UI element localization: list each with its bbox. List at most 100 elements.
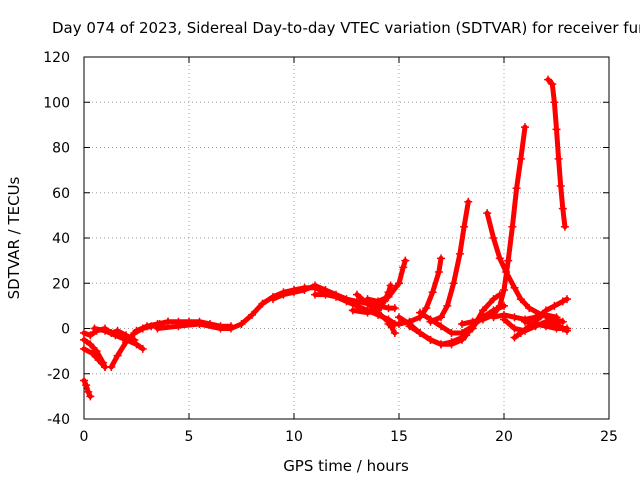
data-point-marker: [554, 154, 563, 163]
x-tick-label: 15: [390, 429, 408, 445]
data-point-marker: [460, 222, 469, 231]
data-point-marker: [88, 349, 97, 358]
data-point-marker: [560, 222, 569, 231]
data-point-marker: [428, 288, 437, 297]
data-point-marker: [437, 322, 445, 331]
data-point-marker: [542, 322, 550, 331]
data-point-marker: [86, 331, 95, 340]
data-point-marker: [80, 376, 88, 385]
data-point-marker: [489, 313, 498, 322]
series-arc-12: [363, 256, 410, 306]
data-point-marker: [544, 75, 553, 84]
data-point-marker: [90, 324, 99, 333]
data-point-marker: [269, 295, 277, 304]
data-point-marker: [363, 295, 372, 304]
data-point-marker: [390, 304, 399, 313]
series-arc-04: [80, 344, 109, 371]
data-point-marker: [558, 204, 567, 213]
data-point-marker: [107, 362, 116, 371]
x-axis-label: GPS time / hours: [283, 457, 409, 475]
data-point-marker: [395, 319, 403, 328]
data-point-marker: [80, 329, 88, 338]
data-point-marker: [132, 340, 141, 349]
y-tick-label: 80: [52, 141, 70, 157]
chart-title: Day 074 of 2023, Sidereal Day-to-day VTE…: [52, 19, 640, 37]
data-point-marker: [483, 209, 492, 218]
axis-ticks: 0 5 10 15 20 25 -40 -20 0 20 40 60 80 100 120: [43, 50, 618, 445]
series-arc-18: [426, 197, 473, 326]
y-axis-label: SDTVAR / TECUs: [5, 176, 23, 299]
data-point-marker: [84, 387, 93, 396]
y-tick-label: -40: [47, 412, 70, 428]
data-point-marker: [500, 286, 508, 295]
x-tick-label: 20: [495, 429, 513, 445]
data-point-marker: [552, 313, 561, 322]
data-point-marker: [495, 254, 504, 263]
series-arc-13: [348, 281, 395, 317]
data-point-marker: [426, 335, 435, 344]
data-point-marker: [101, 326, 109, 335]
x-tick-label: 0: [80, 429, 89, 445]
data-point-marker: [510, 313, 519, 322]
data-point-marker: [290, 288, 298, 297]
x-tick-label: 25: [600, 429, 618, 445]
data-point-marker: [195, 319, 204, 328]
data-point-marker: [468, 317, 477, 326]
data-point-marker: [401, 256, 410, 265]
data-point-marker: [92, 347, 101, 356]
data-point-marker: [552, 125, 561, 134]
y-tick-label: 0: [61, 322, 70, 338]
data-point-marker: [380, 297, 389, 306]
data-point-marker: [122, 335, 130, 344]
data-point-marker: [516, 154, 525, 163]
data-point-marker: [80, 344, 88, 353]
data-point-marker: [525, 304, 534, 313]
data-point-marker: [479, 306, 487, 315]
data-point-marker: [248, 310, 256, 319]
data-point-marker: [374, 306, 382, 315]
data-point-marker: [434, 267, 443, 276]
data-point-marker: [479, 315, 487, 324]
y-tick-label: 20: [52, 276, 70, 292]
series-track: [81, 378, 93, 399]
data-point-marker: [94, 356, 103, 365]
data-point-marker: [86, 392, 95, 401]
data-point-marker: [548, 80, 557, 89]
data-point-marker: [390, 329, 399, 338]
data-point-marker: [508, 222, 517, 231]
data-point-marker: [495, 301, 504, 310]
data-point-marker: [416, 329, 424, 338]
data-point-marker: [416, 308, 424, 317]
data-point-marker: [563, 324, 571, 333]
data-series: [80, 75, 571, 401]
data-point-marker: [510, 333, 519, 342]
data-point-marker: [437, 313, 445, 322]
data-point-marker: [113, 351, 122, 360]
data-point-marker: [384, 319, 393, 328]
data-point-marker: [80, 335, 88, 344]
data-point-marker: [216, 324, 225, 333]
data-point-marker: [563, 295, 571, 304]
data-point-marker: [227, 324, 235, 333]
data-point-marker: [443, 301, 452, 310]
data-point-marker: [384, 288, 393, 297]
data-point-marker: [86, 340, 95, 349]
data-point-marker: [437, 340, 445, 349]
data-point-marker: [426, 317, 435, 326]
grid-lines: [84, 57, 609, 419]
data-point-marker: [504, 256, 513, 265]
data-point-marker: [458, 335, 466, 344]
data-point-marker: [164, 317, 172, 326]
data-point-marker: [558, 297, 567, 306]
data-point-marker: [458, 329, 466, 338]
data-point-marker: [464, 197, 473, 206]
data-point-marker: [132, 326, 141, 335]
data-point-marker: [174, 322, 183, 331]
y-tick-label: -20: [47, 367, 70, 383]
data-point-marker: [458, 319, 466, 328]
data-point-marker: [311, 290, 319, 299]
data-point-marker: [342, 297, 351, 306]
data-point-marker: [279, 290, 288, 299]
data-point-marker: [386, 281, 395, 290]
